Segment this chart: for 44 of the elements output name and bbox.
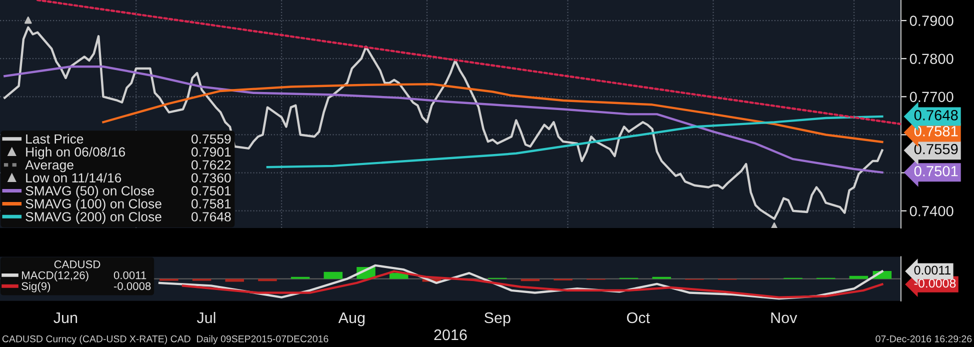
bar [225, 278, 244, 282]
legend-label: SMAVG (100) on Close [26, 198, 162, 212]
text: 0.7501 [914, 166, 958, 176]
legend-label: High on 06/08/16 [26, 146, 125, 160]
x-tick-label: Sep [484, 312, 510, 326]
legend-label: MACD(12,26) [22, 271, 88, 282]
legend-label: Low on 11/14/16 [26, 172, 122, 183]
annotation: 0.7622 [192, 160, 231, 170]
line-series [4, 65, 884, 174]
x-tick-label: Aug [338, 312, 365, 326]
text: 0.7581 [914, 126, 958, 136]
y-tick-label: 0.7400 [910, 206, 954, 216]
annotation: 0.7501 [192, 186, 231, 196]
text: 0.7559 [914, 144, 958, 154]
x-tick-label: Oct [627, 312, 650, 324]
line-series [266, 115, 884, 168]
x-axis-title: 2016 [434, 329, 467, 340]
legend-title: CADUSD [54, 260, 100, 268]
legend-label: SMAVG (200) on Close [26, 212, 162, 224]
bar [324, 272, 343, 279]
annotation: 0.7559 [192, 134, 231, 144]
x-tick-label: Nov [771, 312, 798, 324]
legend-label: Average [25, 160, 74, 172]
y-tick-label: 0.7900 [910, 16, 954, 26]
x-tick-label: Jul [196, 312, 216, 324]
text: -0.0008 [914, 278, 956, 288]
bar [849, 276, 868, 279]
text: 07-Dec-2016 16:29:26 [876, 335, 972, 342]
text: 0.0011 [914, 266, 951, 275]
annotation: -0.0008 [114, 282, 151, 290]
legend-label: Sig(9) [22, 282, 50, 292]
legend-label: Last Price [26, 134, 84, 144]
x-tick-label: Jun [54, 312, 78, 324]
annotation: 0.7901 [192, 147, 231, 157]
annotation: 0.7648 [192, 212, 231, 222]
line-series [102, 83, 884, 144]
text: CADUSD Curncy (CAD-USD X-RATE) CAD Daily 09SEP2015-07DEC2016 [2, 335, 328, 344]
legend-label: SMAVG (50) on Close [26, 186, 154, 198]
y-tick-label: 0.7700 [910, 92, 954, 102]
text: 0.7648 [914, 110, 958, 120]
annotation: 0.0011 [114, 271, 146, 280]
annotation: 0.7360 [192, 173, 231, 183]
y-tick-label: 0.7800 [910, 54, 954, 64]
annotation: 0.7581 [192, 199, 231, 208]
